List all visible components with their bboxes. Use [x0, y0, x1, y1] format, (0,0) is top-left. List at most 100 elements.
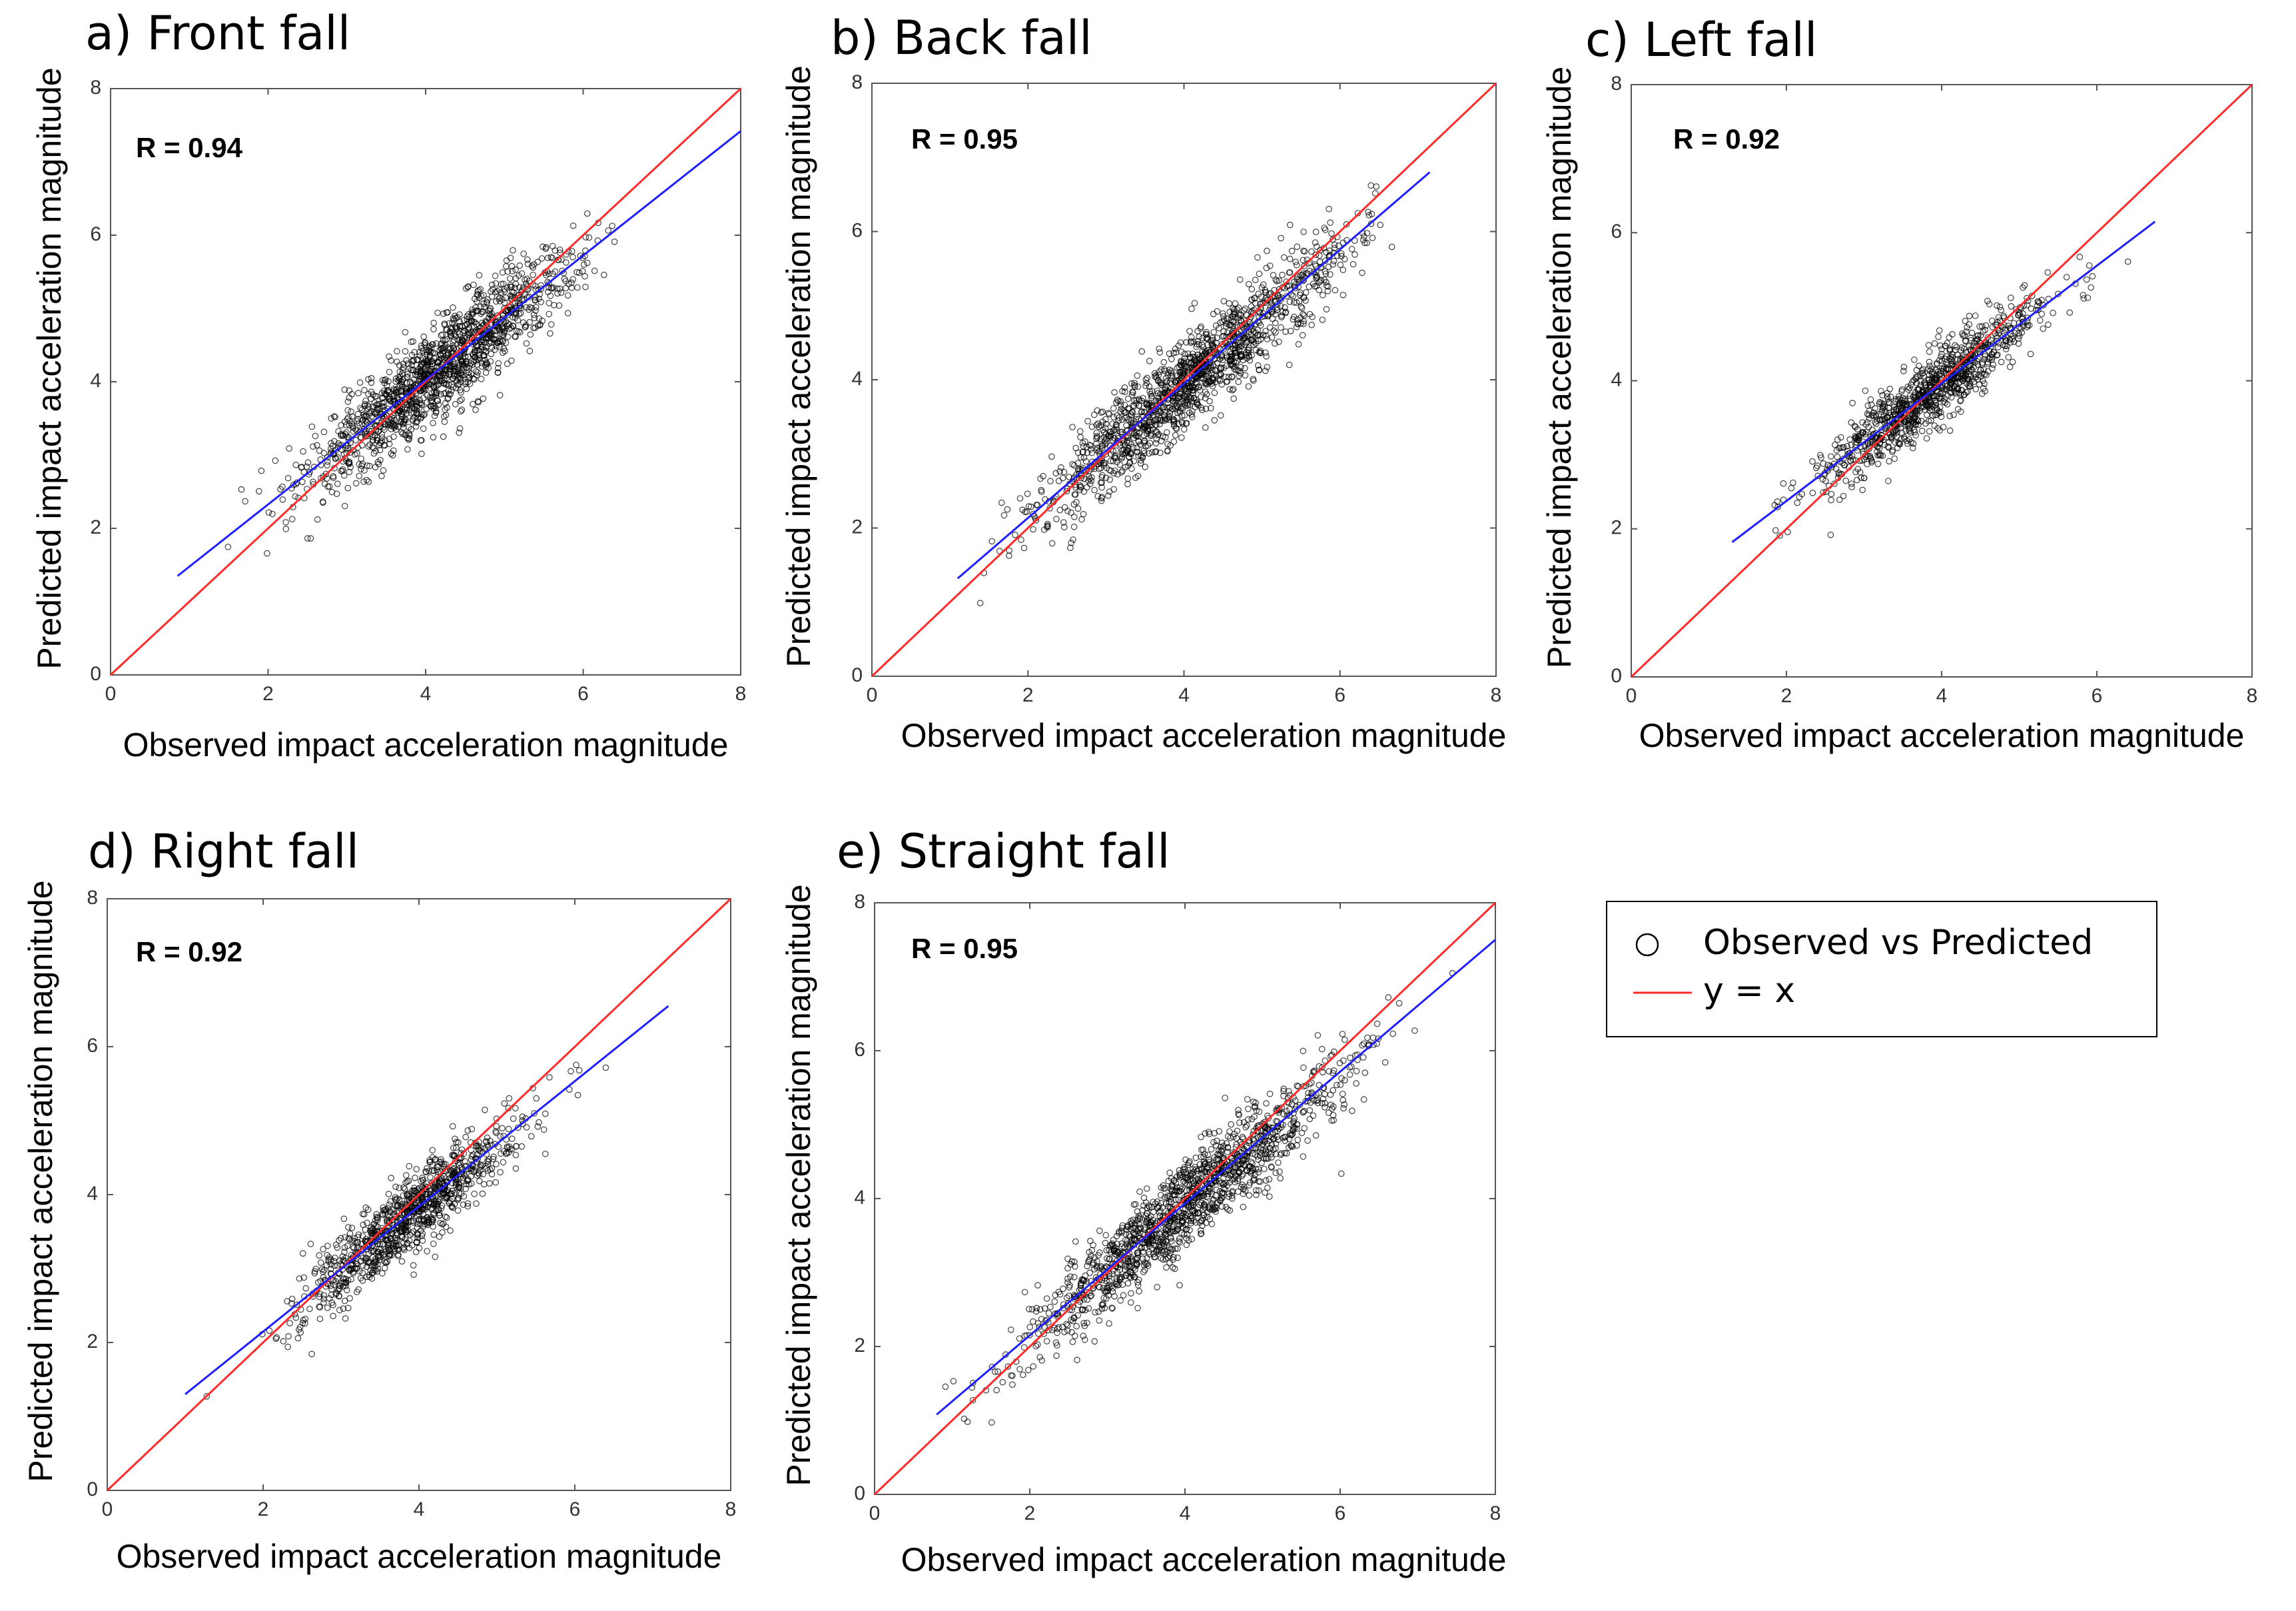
data-point	[579, 268, 586, 274]
data-point	[346, 458, 353, 466]
data-point	[1034, 502, 1041, 508]
data-point	[420, 425, 427, 432]
data-point	[500, 345, 507, 352]
data-point	[2016, 309, 2023, 316]
data-point	[326, 483, 333, 490]
panel-title: e) Straight fall	[837, 824, 1170, 879]
data-point	[420, 1211, 427, 1218]
data-point	[1878, 388, 1884, 394]
x-tick-label: 8	[2247, 685, 2258, 707]
data-point	[465, 329, 472, 336]
data-point	[1900, 367, 1907, 374]
data-point	[1867, 396, 1874, 403]
data-point	[532, 307, 539, 314]
data-point	[402, 1179, 409, 1186]
data-point	[502, 263, 510, 270]
data-point	[386, 1201, 392, 1208]
data-point	[431, 412, 438, 419]
data-point	[357, 434, 364, 440]
data-point	[390, 385, 397, 392]
data-point	[1947, 380, 1954, 386]
data-point	[389, 420, 396, 428]
data-point	[380, 403, 387, 410]
data-point	[1134, 444, 1140, 451]
data-point	[1978, 322, 1986, 330]
data-point	[476, 327, 483, 334]
data-point	[1096, 465, 1102, 472]
data-point	[414, 1231, 421, 1238]
data-point	[1359, 269, 1365, 276]
data-point	[1908, 381, 1915, 388]
data-point	[1158, 409, 1164, 416]
data-point	[445, 394, 452, 401]
data-point	[1295, 340, 1302, 348]
data-point	[1093, 429, 1100, 436]
data-point	[1077, 434, 1084, 440]
data-point	[492, 346, 498, 353]
data-point	[421, 341, 428, 348]
data-point	[1274, 306, 1280, 314]
data-point	[573, 1061, 579, 1069]
data-point	[1191, 376, 1198, 383]
data-point	[1949, 360, 1956, 367]
data-point	[1846, 436, 1853, 443]
data-point	[473, 307, 480, 314]
data-point	[369, 433, 376, 440]
data-point	[464, 316, 471, 323]
data-point	[1162, 374, 1170, 382]
data-point	[484, 1157, 491, 1165]
data-point	[524, 283, 530, 290]
data-point	[400, 1227, 408, 1234]
data-point	[1188, 411, 1195, 418]
data-point	[288, 516, 296, 522]
data-point	[1217, 412, 1224, 419]
data-point	[1071, 462, 1078, 469]
data-point	[382, 1259, 389, 1266]
data-point	[1084, 418, 1091, 424]
data-point	[1080, 448, 1086, 456]
data-point	[1371, 190, 1379, 197]
data-point	[1300, 276, 1308, 283]
data-point	[401, 1247, 408, 1253]
data-point	[499, 1125, 506, 1132]
data-point	[453, 1139, 460, 1145]
data-point	[1230, 345, 1236, 352]
data-point	[1958, 346, 1964, 354]
data-point	[522, 322, 530, 329]
data-point	[527, 331, 534, 338]
data-point	[539, 317, 546, 324]
data-point	[2038, 310, 2045, 317]
data-point	[550, 302, 558, 308]
data-point	[1250, 338, 1257, 345]
data-point	[1107, 458, 1114, 464]
data-point	[1932, 366, 1939, 374]
data-point	[1179, 420, 1186, 426]
data-point	[1142, 443, 1149, 450]
data-point	[462, 285, 470, 292]
data-point	[479, 1190, 486, 1197]
data-point	[427, 1159, 434, 1165]
data-point	[450, 315, 457, 322]
data-point	[354, 1244, 361, 1251]
data-point	[320, 428, 328, 436]
panel-title: a) Front fall	[85, 6, 350, 61]
data-point	[1833, 447, 1840, 454]
data-point	[372, 410, 378, 416]
data-point	[1264, 364, 1271, 370]
data-point	[1142, 376, 1150, 383]
data-point	[1834, 436, 1841, 443]
data-point	[416, 352, 423, 359]
data-point	[380, 424, 387, 431]
data-point	[531, 314, 538, 322]
data-point	[1228, 362, 1235, 368]
data-point	[2044, 268, 2052, 276]
data-point	[1959, 372, 1966, 379]
data-point	[384, 1244, 392, 1251]
data-point	[1246, 328, 1253, 336]
data-point	[299, 1250, 306, 1257]
data-point	[1936, 427, 1943, 434]
data-point	[409, 417, 416, 424]
data-point	[1069, 424, 1076, 430]
data-point	[418, 342, 425, 349]
data-point	[547, 330, 554, 337]
